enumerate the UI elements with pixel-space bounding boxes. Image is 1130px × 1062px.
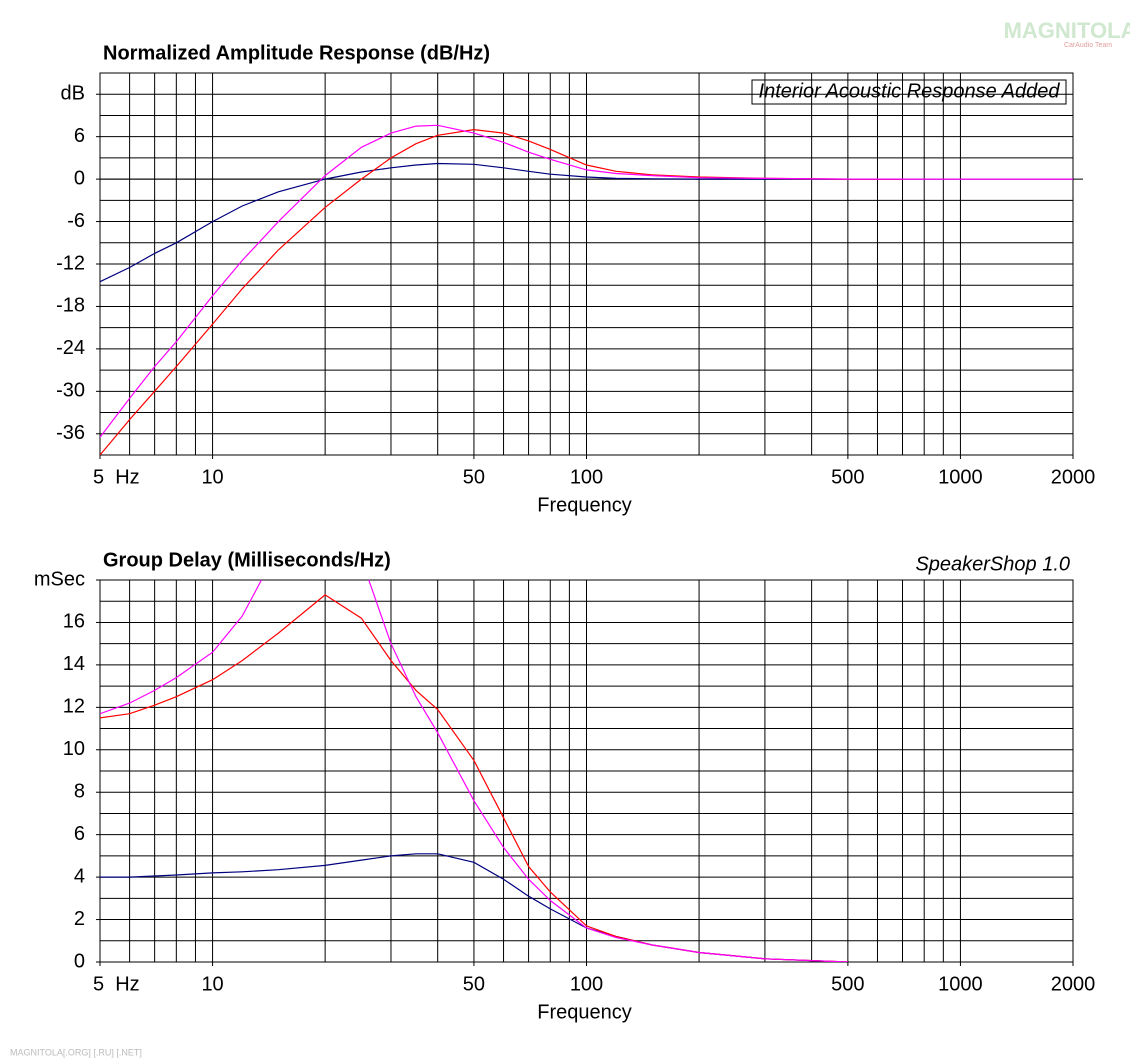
series-line [100,124,1073,438]
x-tick-label: 1000 [938,466,983,488]
x-tick-label: 500 [831,466,864,488]
x-axis-label: Frequency [537,494,632,516]
y-tick-label: 10 [63,738,85,760]
y-tick-label: 0 [74,167,85,189]
x-tick-label: 5 Hz [93,973,140,995]
y-tick-label: 0 [74,950,85,972]
watermark-team: CarAudio Team [1064,42,1112,49]
chart-title: Group Delay (Milliseconds/Hz) [103,549,391,571]
y-tick-label: 8 [74,781,85,803]
annotation: SpeakerShop 1.0 [915,553,1070,575]
y-tick-label: -36 [56,422,85,444]
y-tick-label: dB [61,83,85,105]
y-tick-label: -12 [56,252,85,274]
x-tick-label: 100 [570,466,603,488]
annotation: Interior Acoustic Response Added [759,80,1061,102]
y-tick-label: 2 [74,908,85,930]
y-tick-label: -18 [56,295,85,317]
watermark-footer: MAGNITOLA[.ORG] [.RU] [.NET] [10,1047,142,1057]
y-tick-label: 4 [74,865,85,887]
y-tick-label: -6 [67,210,85,232]
annotation-box [751,79,1067,105]
x-tick-label: 50 [463,973,485,995]
y-tick-label: 14 [63,653,85,675]
series-line [100,580,848,962]
y-tick-label: 16 [63,611,85,633]
watermark-logo: MAGNITOLA [1004,18,1130,43]
y-tick-label: 12 [63,696,85,718]
x-tick-label: 2000 [1051,466,1096,488]
chart-title: Normalized Amplitude Response (dB/Hz) [103,42,490,64]
chart: Normalized Amplitude Response (dB/Hz) Int… [56,42,1095,516]
x-tick-label: 10 [201,973,223,995]
y-tick-label: -30 [56,380,85,402]
x-axis-label: Frequency [537,1001,632,1023]
x-tick-label: 5 Hz [93,466,140,488]
x-tick-label: 2000 [1051,973,1096,995]
x-tick-label: 50 [463,466,485,488]
series-line [100,162,903,283]
y-tick-label: -24 [56,337,85,359]
x-tick-label: 10 [201,466,223,488]
x-tick-label: 500 [831,973,864,995]
chart: Group Delay (Milliseconds/Hz) SpeakerShop… [34,549,1096,1023]
x-tick-label: 1000 [938,973,983,995]
y-tick-label: mSec [34,568,85,590]
y-tick-label: 6 [74,823,85,845]
series-line [100,128,903,455]
x-tick-label: 100 [570,973,603,995]
y-tick-label: 6 [74,125,85,147]
